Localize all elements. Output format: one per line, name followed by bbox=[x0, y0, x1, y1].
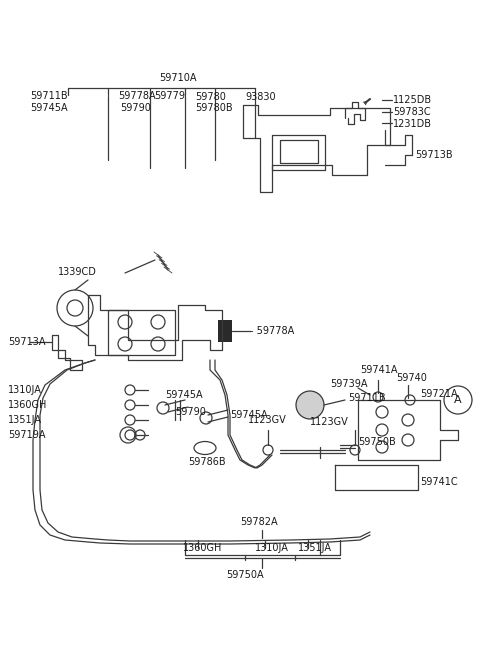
Text: 59711B: 59711B bbox=[348, 393, 385, 403]
Text: 59713A: 59713A bbox=[8, 337, 46, 347]
Text: 59745A: 59745A bbox=[30, 103, 68, 113]
Text: 1231DB: 1231DB bbox=[393, 119, 432, 129]
Text: 59721A: 59721A bbox=[420, 389, 457, 399]
Text: 1125DB: 1125DB bbox=[393, 95, 432, 105]
Text: 59780: 59780 bbox=[195, 92, 226, 102]
Text: 1123GV: 1123GV bbox=[248, 415, 287, 425]
Text: 59713B: 59713B bbox=[415, 150, 453, 160]
Bar bbox=[218, 320, 232, 342]
Text: 59790: 59790 bbox=[175, 407, 206, 417]
Text: 59750A: 59750A bbox=[226, 570, 264, 580]
Text: 59790: 59790 bbox=[120, 103, 151, 113]
Text: 1360GH: 1360GH bbox=[183, 543, 222, 553]
Text: 59783C: 59783C bbox=[393, 107, 431, 117]
Text: 59780B: 59780B bbox=[195, 103, 233, 113]
Text: 59745A: 59745A bbox=[165, 390, 203, 400]
Text: 59741A: 59741A bbox=[360, 365, 397, 375]
Text: 59782A: 59782A bbox=[240, 517, 277, 527]
Text: A: A bbox=[454, 395, 462, 405]
Text: 59710A: 59710A bbox=[159, 73, 197, 83]
Text: - 59778A: - 59778A bbox=[250, 326, 294, 336]
Text: 59786B: 59786B bbox=[188, 457, 226, 467]
Text: 1360GH: 1360GH bbox=[8, 400, 48, 410]
Text: 59750B: 59750B bbox=[358, 437, 396, 447]
Text: 1351JA: 1351JA bbox=[8, 415, 42, 425]
Text: 1123GV: 1123GV bbox=[310, 417, 349, 427]
Text: 59740: 59740 bbox=[396, 373, 427, 383]
Text: 59779: 59779 bbox=[154, 91, 185, 101]
Text: 59778A: 59778A bbox=[118, 91, 156, 101]
Text: 1310JA: 1310JA bbox=[255, 543, 289, 553]
Text: 93830: 93830 bbox=[245, 92, 276, 102]
Text: 1310JA: 1310JA bbox=[8, 385, 42, 395]
Text: 59745A: 59745A bbox=[230, 410, 268, 420]
Text: 59739A: 59739A bbox=[330, 379, 368, 389]
Circle shape bbox=[296, 391, 324, 419]
Text: 59741C: 59741C bbox=[420, 477, 457, 487]
Text: 59719A: 59719A bbox=[8, 430, 46, 440]
Text: 59711B: 59711B bbox=[30, 91, 68, 101]
Text: 1339CD: 1339CD bbox=[58, 267, 97, 277]
Text: 1351JA: 1351JA bbox=[298, 543, 332, 553]
